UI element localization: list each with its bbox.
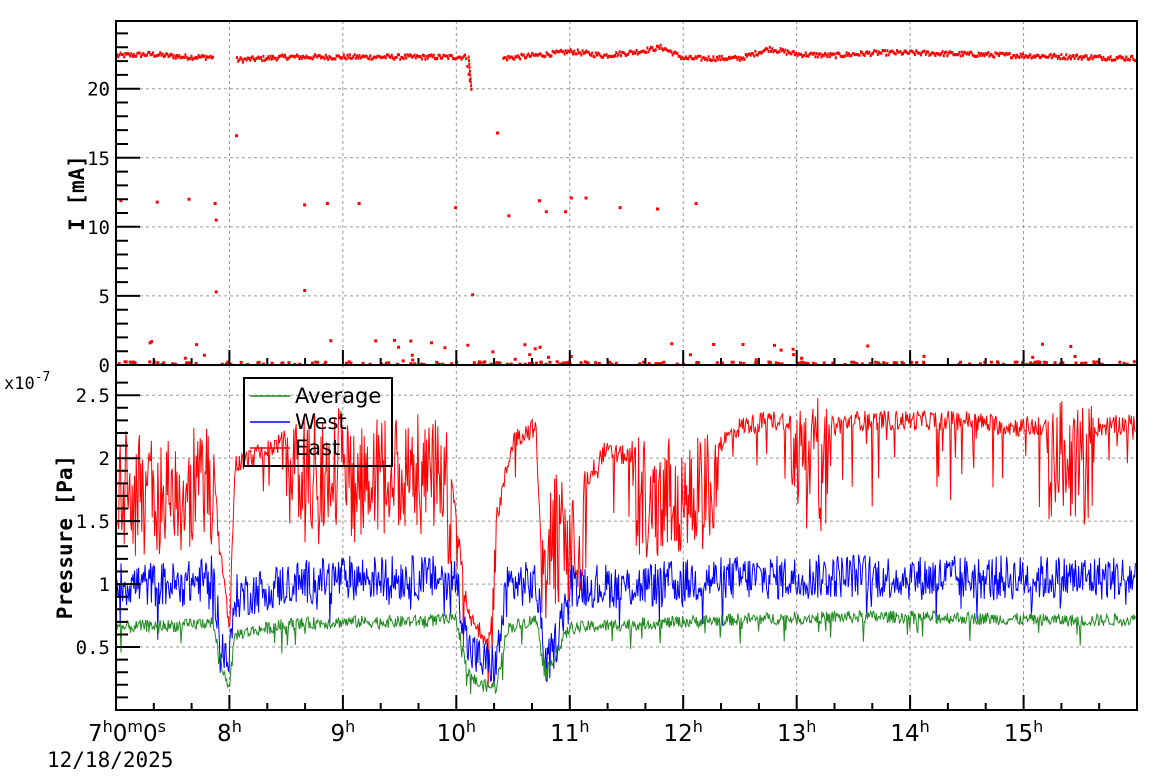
legend: Average West East [243,377,393,467]
bottom-panel-grid [116,365,1137,710]
x-tick-label: 14h [890,717,929,747]
top-y-tick-label: 0 [99,355,110,377]
exponent-power: -7 [35,370,51,385]
legend-west-label: West [295,410,347,434]
top-y-axis-title: I [mA] [65,155,89,231]
top-y-tick-label: 10 [87,217,110,239]
bottom-panel-frame [115,364,1138,711]
bottom-y-tick-labels: 2.5 2 1.5 1 0.5 [76,385,110,659]
average-pressure-line [116,609,1136,695]
top-panel-frame [115,20,1138,366]
x-tick-label: 15h [1004,717,1043,747]
x-tick-label: 13h [777,717,816,747]
x-axis-date: 12/18/2025 [47,748,173,772]
top-y-tick-label: 15 [87,148,110,170]
top-panel-grid [116,21,1137,365]
x-tick-label: 12h [664,717,703,747]
bottom-y-tick-label: 1 [99,574,110,596]
top-y-tick-label: 20 [87,79,110,101]
x-tick-label: 8h [217,717,242,747]
bottom-y-tick-label: 2 [99,448,110,470]
bottom-y-axis-title: Pressure [Pa] [53,455,77,619]
west-pressure-line [116,554,1136,685]
y-exponent-label: x10-7 [4,370,50,394]
current-outliers [117,131,1136,366]
tick-marks [115,32,1138,710]
legend-box [243,377,393,467]
x-tick-label-start: 7h0m0s [88,717,166,747]
x-tick-label: 11h [550,717,589,747]
bottom-y-tick-label: 0.5 [76,637,110,659]
current-scatter-series [116,43,1138,366]
pressure-line-series [116,397,1136,695]
current-band [116,43,1138,91]
top-y-tick-label: 5 [99,286,110,308]
axis-ticks [115,32,1138,710]
x-tick-label: 9h [330,717,355,747]
top-y-tick-labels: 20 15 10 5 0 [87,79,110,377]
legend-east-label: East [295,436,340,460]
bottom-y-tick-label: 2.5 [76,385,110,407]
x-tick-labels: 7h0m0s 8h 9h 10h 11h 12h 13h 14h 15h [88,717,1043,747]
legend-average-label: Average [295,384,381,408]
x-tick-label: 10h [437,717,476,747]
exponent-base: x10 [4,374,35,394]
bottom-y-tick-label: 1.5 [76,511,110,533]
east-pressure-line [116,397,1136,688]
